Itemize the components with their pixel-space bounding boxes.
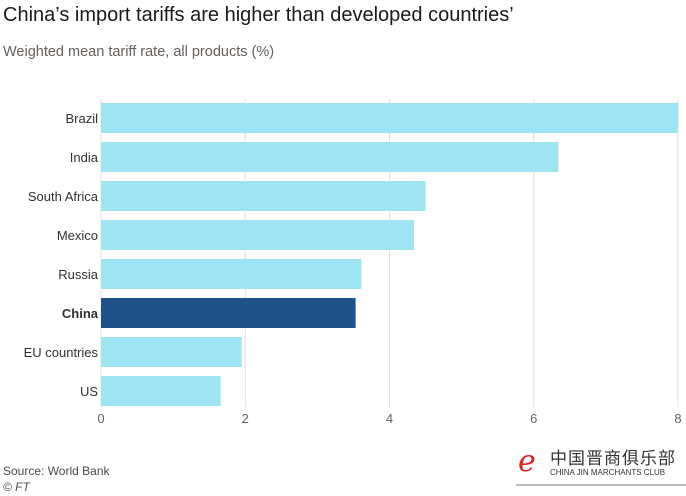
category-label: US (80, 384, 98, 399)
bar-chart: 0 2 4 6 8 Brazil India South Africa Mexico Russia… (24, 99, 682, 426)
category-label: EU countries (24, 345, 99, 360)
bar-eu-countries (101, 337, 242, 367)
bar-south-africa (101, 181, 426, 211)
bar-us (101, 376, 221, 406)
bar-russia (101, 259, 362, 289)
x-tick-label: 2 (242, 411, 249, 426)
bar-mexico (101, 220, 415, 250)
copyright-note: © FT (3, 480, 30, 494)
chart-subtitle: Weighted mean tariff rate, all products … (3, 44, 275, 60)
source-note: Source: World Bank (3, 464, 110, 478)
x-tick-label: 8 (674, 411, 681, 426)
category-label: Brazil (65, 111, 98, 126)
bar-china (101, 298, 356, 328)
bar-india (101, 142, 559, 172)
x-tick-label: 0 (97, 411, 104, 426)
watermark-english: CHINA JIN MARCHANTS CLUB (550, 468, 666, 477)
x-tick-label: 6 (530, 411, 537, 426)
watermark-e-icon: e (518, 444, 536, 479)
category-label: India (70, 150, 99, 165)
category-label: Russia (58, 267, 99, 282)
watermark-chinese: 中国晋商俱乐部 (550, 449, 676, 469)
x-tick-label: 4 (386, 411, 393, 426)
chart-title: China’s import tariffs are higher than d… (3, 4, 514, 26)
bar-brazil (101, 103, 678, 133)
category-label: South Africa (28, 189, 99, 204)
category-label: China (62, 306, 99, 321)
watermark-logo: e 中国晋商俱乐部 CHINA JIN MARCHANTS CLUB (516, 444, 686, 486)
category-label: Mexico (57, 228, 98, 243)
